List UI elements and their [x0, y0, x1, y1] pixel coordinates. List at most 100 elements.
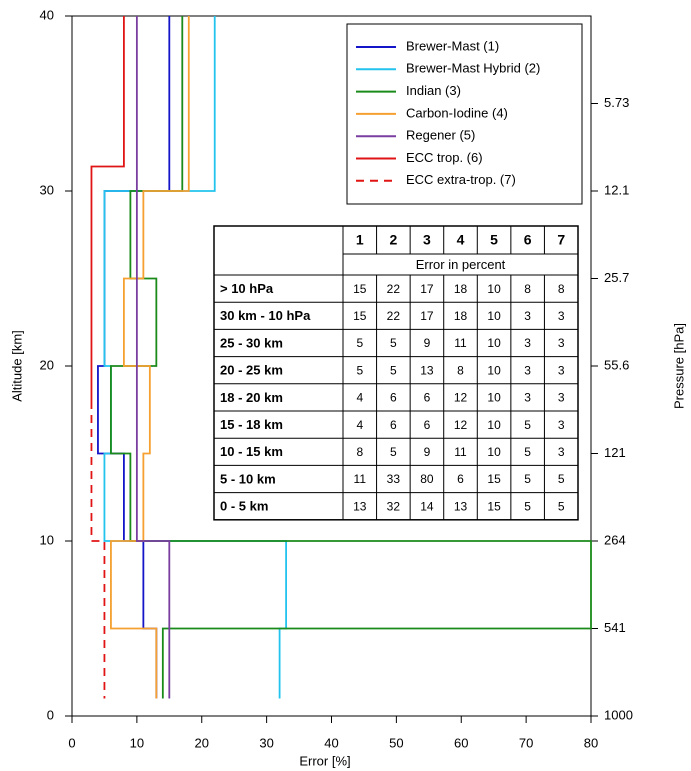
table-cell: 10 — [487, 391, 501, 405]
table-cell: 6 — [457, 472, 464, 486]
y2-tick-label: 12.1 — [604, 182, 629, 197]
table-cell: 18 — [454, 282, 468, 296]
table-cell: 5 — [356, 336, 363, 350]
table-cell: 11 — [354, 472, 367, 486]
table-cell: 13 — [353, 499, 367, 513]
table-cell: 22 — [387, 309, 401, 323]
legend-label: Indian (3) — [406, 83, 461, 98]
table-cell: 3 — [524, 391, 531, 405]
table-cell: 10 — [487, 418, 501, 432]
table-cell: 10 — [487, 336, 501, 350]
table-cell: 6 — [390, 418, 397, 432]
profile-line — [110, 16, 592, 699]
legend-label: Brewer-Mast Hybrid (2) — [406, 61, 540, 76]
table-cell: 32 — [387, 499, 401, 513]
table-cell: 10 — [487, 282, 501, 296]
legend-label: Regener (5) — [406, 128, 475, 143]
x-tick-label: 20 — [195, 735, 209, 750]
table-cell: 3 — [524, 336, 531, 350]
x-tick-label: 60 — [454, 735, 468, 750]
legend-label: Carbon-Iodine (4) — [406, 105, 508, 120]
table-cell: 3 — [558, 363, 565, 377]
table-cell: 18 — [454, 309, 468, 323]
table-cell: 10 — [487, 363, 501, 377]
table-cell: 80 — [420, 472, 434, 486]
table-cell: 17 — [420, 282, 434, 296]
table-cell: 8 — [457, 363, 464, 377]
table-cell: 5 — [390, 445, 397, 459]
table-cell: 6 — [424, 418, 431, 432]
table-cell: 3 — [558, 391, 565, 405]
table-cell: 12 — [454, 391, 468, 405]
y-axis-label: Altitude [km] — [9, 330, 24, 402]
table-row-label: 10 - 15 km — [220, 444, 283, 459]
table-cell: 5 — [558, 499, 565, 513]
x-tick-label: 0 — [68, 735, 75, 750]
table-cell: 8 — [524, 282, 531, 296]
table-cell: 5 — [356, 363, 363, 377]
table-cell: 13 — [420, 363, 434, 377]
table-cell: 8 — [356, 445, 363, 459]
x-tick-label: 30 — [259, 735, 273, 750]
x-tick-label: 80 — [584, 735, 598, 750]
table-cell: 15 — [353, 309, 367, 323]
y-tick-label: 0 — [47, 707, 54, 722]
table-cell: 9 — [424, 445, 431, 459]
x-tick-label: 10 — [130, 735, 144, 750]
table-cell: 5 — [558, 472, 565, 486]
table-cell: 5 — [524, 499, 531, 513]
table-cell: 11 — [454, 336, 467, 350]
table-column-header: 7 — [557, 232, 565, 248]
y2-tick-label: 541 — [604, 620, 626, 635]
table-cell: 3 — [558, 309, 565, 323]
x-axis-label: Error [%] — [299, 753, 350, 768]
table-subheader: Error in percent — [416, 257, 506, 272]
table-cell: 6 — [390, 391, 397, 405]
table-cell: 5 — [524, 472, 531, 486]
table-cell: 3 — [524, 363, 531, 377]
y-tick-label: 10 — [40, 532, 54, 547]
y2-tick-label: 264 — [604, 532, 626, 547]
profile-line — [97, 16, 171, 699]
table-column-header: 2 — [389, 232, 397, 248]
y2-tick-label: 55.6 — [604, 357, 629, 372]
table-cell: 11 — [454, 445, 467, 459]
table-row-label: 18 - 20 km — [220, 390, 283, 405]
table-column-header: 6 — [524, 232, 532, 248]
table-cell: 5 — [390, 363, 397, 377]
table-cell: 33 — [387, 472, 401, 486]
table-cell: 5 — [524, 418, 531, 432]
y-tick-label: 30 — [40, 182, 54, 197]
table-cell: 10 — [487, 445, 501, 459]
y-tick-label: 20 — [40, 357, 54, 372]
table-cell: 9 — [424, 336, 431, 350]
table-cell: 15 — [487, 472, 501, 486]
profile-line — [90, 16, 125, 401]
table-cell: 3 — [558, 445, 565, 459]
table-cell: 8 — [558, 282, 565, 296]
table-cell: 10 — [487, 309, 501, 323]
table-column-header: 5 — [490, 232, 498, 248]
table-cell: 13 — [454, 499, 468, 513]
profile-line — [110, 16, 190, 699]
legend-label: Brewer-Mast (1) — [406, 38, 499, 53]
table-cell: 5 — [390, 336, 397, 350]
table-cell: 5 — [524, 445, 531, 459]
y2-tick-label: 25.7 — [604, 270, 629, 285]
table-cell: 12 — [454, 418, 468, 432]
x-tick-label: 40 — [324, 735, 338, 750]
y2-tick-label: 5.73 — [604, 95, 629, 110]
x-tick-label: 70 — [519, 735, 533, 750]
table-cell: 6 — [424, 391, 431, 405]
table-row-label: 25 - 30 km — [220, 335, 283, 350]
table-cell: 15 — [487, 499, 501, 513]
y-tick-label: 40 — [40, 7, 54, 22]
legend-label: ECC extra-trop. (7) — [406, 172, 516, 187]
table-column-header: 3 — [423, 232, 431, 248]
table-cell: 15 — [353, 282, 367, 296]
table-cell: 14 — [420, 499, 434, 513]
table-cell: 22 — [387, 282, 401, 296]
table-cell: 17 — [420, 309, 434, 323]
